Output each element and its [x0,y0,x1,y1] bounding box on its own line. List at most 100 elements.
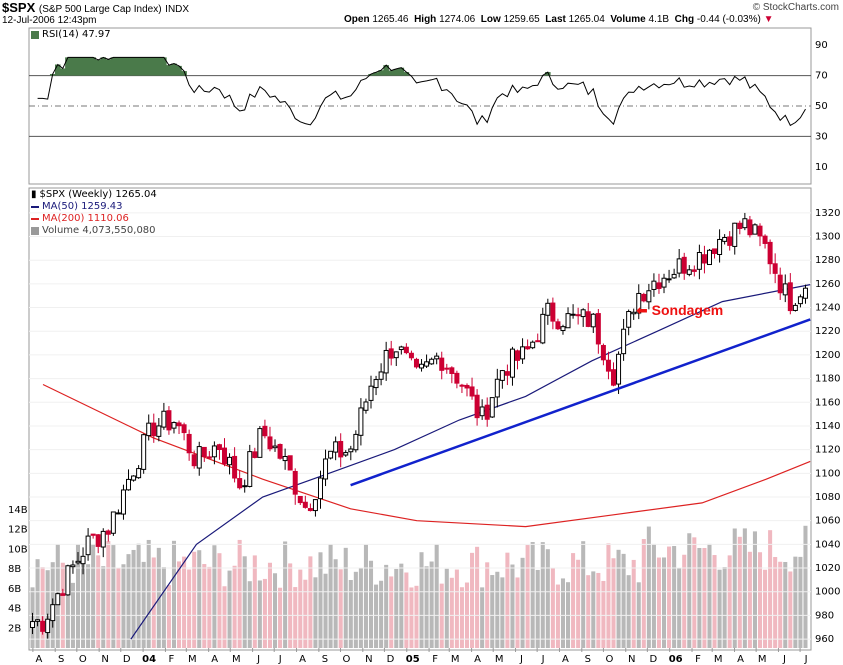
volume-bar [414,585,419,648]
volume-bar [530,542,535,648]
rsi-line [37,56,806,127]
volume-bar [500,577,505,648]
candle-body [575,314,581,317]
candle [50,598,56,628]
candle-body [90,533,96,536]
candle-body [484,404,490,420]
volume-bar [399,563,404,648]
candle [297,495,303,505]
candle-body [166,410,172,431]
volume-bar [424,566,429,648]
candle [762,234,768,249]
candle-body [50,604,56,622]
volume-bar [409,587,414,648]
candle-body [621,328,627,355]
candle-body [641,293,647,302]
candle-body [358,407,364,436]
candle [343,450,349,457]
sondagem-annotation: ⬅ Sondagem [636,302,724,318]
y-tick-label: 1200 [815,350,840,361]
volume-bar [202,564,207,648]
candle-body [797,296,803,305]
candle [40,616,46,635]
candle-body [691,269,697,272]
candle [358,398,364,446]
candle [90,533,96,539]
volume-bar [606,543,611,648]
candle-body [45,618,51,634]
candle [616,351,622,394]
candle [85,528,91,561]
candle-body [272,445,278,449]
volume-bar [96,555,101,648]
candle [216,443,222,460]
candle [691,265,697,277]
volume-bar [687,533,692,648]
legend-ma50: MA(50) 1259.43 [31,201,157,213]
candle-body [120,489,126,515]
volume-bar [363,544,368,648]
datetime: 12-Jul-2006 12:43pm [2,15,97,26]
candle-body [454,372,460,384]
y-tick-label: 1280 [815,255,840,266]
candle-body [782,283,788,296]
volume-bar [702,547,707,648]
volume-bar [434,544,439,648]
candle [333,436,339,461]
volume-bar [252,555,257,648]
volume-bar [459,587,464,648]
volume-bar [141,561,146,648]
candle [393,351,399,367]
candle-body [611,369,616,386]
candle-body [742,218,748,229]
candle [131,475,137,482]
volume-bar [151,557,156,648]
candle [166,406,172,435]
volume-bar [596,572,601,648]
y-tick-label: 1160 [815,397,840,408]
candle-body [186,433,192,454]
candle [35,619,41,627]
x-tick-label: O [343,654,351,665]
candle [459,383,465,393]
volume-bar [278,587,283,648]
y-tick-label: 960 [815,634,834,645]
candle [585,302,591,328]
candle-body [762,235,768,244]
volume-bar [161,567,166,648]
candle-body [156,425,162,437]
candle-body [535,340,541,343]
y-tick-label: 1240 [815,303,840,314]
candle-body [201,446,207,458]
candle [126,469,132,491]
volume-bar [581,541,586,648]
candle [701,245,707,274]
volume-bar [697,547,702,648]
x-tick-label: A [35,654,42,665]
volume-tick-label: 8B [8,564,21,575]
candle-body [287,455,293,471]
rsi-tick-label: 10 [815,162,828,173]
x-tick-label: D [387,654,395,665]
candle-body [353,433,359,451]
candle-body [312,499,318,512]
candle-body [550,302,556,322]
quote-high: 1274.06 [439,14,476,25]
volume-bar [40,567,45,648]
candle-body [636,292,642,314]
volume-bar [60,562,65,648]
volume-bar [550,568,555,648]
candle [515,349,521,370]
x-tick-label: A [474,654,481,665]
candle [419,359,425,372]
y-tick-label: 980 [815,610,834,621]
volume-bar [616,549,621,648]
candle-body [459,384,465,387]
rsi-legend: RSI(14) 47.97 [31,29,111,40]
volume-bar [333,559,338,648]
candle-body [424,361,430,367]
candle [413,357,419,369]
y-tick-label: 1180 [815,374,840,385]
candle-body [489,397,495,418]
y-tick-label: 1100 [815,468,840,479]
